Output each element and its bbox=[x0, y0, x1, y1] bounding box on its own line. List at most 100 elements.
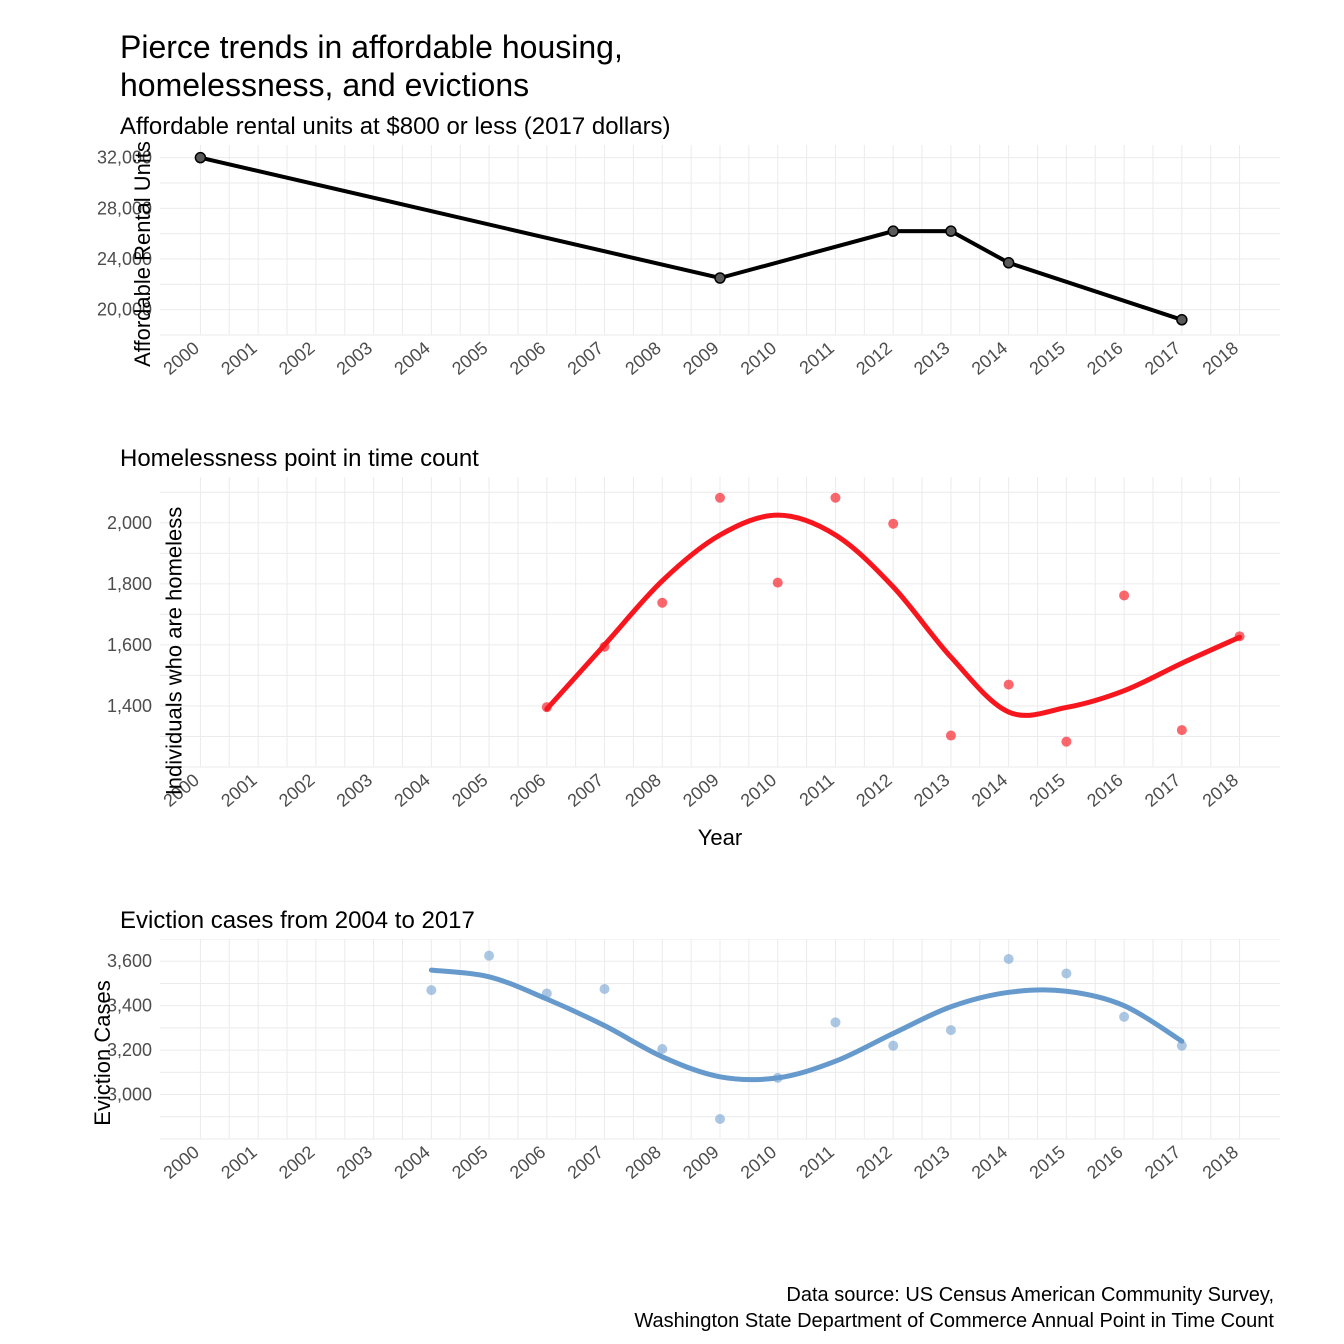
data-point bbox=[830, 493, 840, 503]
x-tick-label: 2017 bbox=[1141, 338, 1185, 379]
x-tick-label: 2008 bbox=[621, 1142, 665, 1183]
panel-title-rental: Affordable rental units at $800 or less … bbox=[120, 113, 1284, 141]
panel-homeless: Individuals who are homelessHomelessness… bbox=[90, 445, 1284, 857]
x-tick-label: 2005 bbox=[448, 338, 492, 379]
data-point bbox=[1061, 968, 1071, 978]
x-tick-label: 2006 bbox=[506, 770, 550, 811]
x-tick-label: 2001 bbox=[217, 1142, 261, 1183]
x-tick-label: 2018 bbox=[1199, 1142, 1243, 1183]
x-tick-label: 2002 bbox=[275, 770, 319, 811]
x-tick-label: 2002 bbox=[275, 1142, 319, 1183]
x-tick-label: 2015 bbox=[1025, 770, 1069, 811]
data-point bbox=[600, 984, 610, 994]
x-tick-label: 2018 bbox=[1199, 770, 1243, 811]
x-tick-label: 2000 bbox=[159, 338, 203, 379]
x-tick-label: 2011 bbox=[796, 338, 839, 378]
data-point bbox=[946, 1025, 956, 1035]
x-tick-label: 2014 bbox=[968, 1142, 1012, 1183]
data-point bbox=[715, 273, 725, 283]
x-axis-label: Year bbox=[698, 825, 742, 850]
panel-rental: Affordable Rental UnitsAffordable rental… bbox=[90, 113, 1284, 395]
x-tick-label: 2016 bbox=[1083, 1142, 1127, 1183]
caption-line1: Data source: US Census American Communit… bbox=[786, 1284, 1274, 1306]
panels-container: Affordable Rental UnitsAffordable rental… bbox=[20, 113, 1284, 1199]
x-tick-label: 2012 bbox=[852, 770, 896, 811]
x-tick-label: 2016 bbox=[1083, 338, 1127, 379]
data-point bbox=[946, 226, 956, 236]
data-point bbox=[195, 152, 205, 162]
x-tick-label: 2003 bbox=[333, 1142, 377, 1183]
x-tick-label: 2017 bbox=[1141, 1142, 1185, 1183]
x-tick-label: 2004 bbox=[390, 770, 434, 811]
x-tick-label: 2009 bbox=[679, 338, 723, 379]
x-tick-label: 2010 bbox=[737, 1142, 781, 1183]
x-tick-label: 2005 bbox=[448, 770, 492, 811]
x-tick-label: 2012 bbox=[852, 1142, 896, 1183]
x-tick-label: 2003 bbox=[333, 770, 377, 811]
data-point bbox=[888, 1040, 898, 1050]
x-tick-label: 2013 bbox=[910, 770, 954, 811]
panel-eviction: Eviction Cases Eviction cases from 2004 t… bbox=[90, 907, 1284, 1199]
x-tick-label: 2013 bbox=[910, 1142, 954, 1183]
data-point bbox=[715, 493, 725, 503]
plot-homeless: 1,4001,6001,8002,00020002001200220032004… bbox=[90, 477, 1300, 852]
y-tick-label: 3,600 bbox=[107, 951, 152, 971]
data-point bbox=[715, 1114, 725, 1124]
x-tick-label: 2007 bbox=[564, 770, 608, 811]
data-point bbox=[1119, 590, 1129, 600]
x-tick-label: 2015 bbox=[1025, 338, 1069, 379]
data-point bbox=[1004, 954, 1014, 964]
data-point bbox=[657, 598, 667, 608]
x-tick-label: 2009 bbox=[679, 1142, 723, 1183]
x-tick-label: 2006 bbox=[506, 338, 550, 379]
plot-rental: 20,00024,00028,00032,0002000200120022003… bbox=[90, 145, 1300, 390]
x-tick-label: 2011 bbox=[796, 770, 839, 810]
x-tick-label: 2005 bbox=[448, 1142, 492, 1183]
y-tick-label: 1,400 bbox=[107, 696, 152, 716]
data-point bbox=[1061, 736, 1071, 746]
panel-title-homeless: Homelessness point in time count bbox=[120, 445, 1284, 473]
x-tick-label: 2017 bbox=[1141, 770, 1185, 811]
data-point bbox=[773, 577, 783, 587]
x-tick-label: 2002 bbox=[275, 338, 319, 379]
y-axis-label-eviction: Eviction Cases bbox=[90, 980, 116, 1126]
x-tick-label: 2010 bbox=[737, 338, 781, 379]
y-tick-label: 1,600 bbox=[107, 635, 152, 655]
chart-page: Pierce trends in affordable housing,home… bbox=[0, 0, 1344, 1344]
x-tick-label: 2001 bbox=[217, 338, 261, 379]
x-tick-label: 2007 bbox=[564, 1142, 608, 1183]
data-point bbox=[946, 730, 956, 740]
x-tick-label: 2003 bbox=[333, 338, 377, 379]
data-point bbox=[1004, 258, 1014, 268]
data-point bbox=[426, 985, 436, 995]
plot-eviction: 3,0003,2003,4003,60020002001200220032004… bbox=[90, 939, 1300, 1194]
caption: Data source: US Census American Communit… bbox=[634, 1282, 1274, 1334]
data-point bbox=[1177, 315, 1187, 325]
data-point bbox=[1177, 725, 1187, 735]
caption-line2: Washington State Department of Commerce … bbox=[634, 1310, 1274, 1332]
x-tick-label: 2004 bbox=[390, 1142, 434, 1183]
y-axis-label-rental: Affordable Rental Units bbox=[130, 141, 156, 367]
main-title: Pierce trends in affordable housing,home… bbox=[120, 28, 1284, 105]
data-point bbox=[888, 226, 898, 236]
x-tick-label: 2001 bbox=[217, 770, 261, 811]
data-point bbox=[888, 518, 898, 528]
x-tick-label: 2004 bbox=[390, 338, 434, 379]
x-tick-label: 2006 bbox=[506, 1142, 550, 1183]
x-tick-label: 2014 bbox=[968, 770, 1012, 811]
x-tick-label: 2018 bbox=[1199, 338, 1243, 379]
x-tick-label: 2000 bbox=[159, 1142, 203, 1183]
x-tick-label: 2008 bbox=[621, 770, 665, 811]
y-tick-label: 1,800 bbox=[107, 574, 152, 594]
panel-title-eviction: Eviction cases from 2004 to 2017 bbox=[120, 907, 1284, 935]
x-tick-label: 2009 bbox=[679, 770, 723, 811]
x-tick-label: 2008 bbox=[621, 338, 665, 379]
x-tick-label: 2016 bbox=[1083, 770, 1127, 811]
x-tick-label: 2015 bbox=[1025, 1142, 1069, 1183]
y-tick-label: 2,000 bbox=[107, 513, 152, 533]
data-point bbox=[830, 1017, 840, 1027]
x-tick-label: 2013 bbox=[910, 338, 954, 379]
x-tick-label: 2010 bbox=[737, 770, 781, 811]
x-tick-label: 2012 bbox=[852, 338, 896, 379]
data-point bbox=[1119, 1012, 1129, 1022]
